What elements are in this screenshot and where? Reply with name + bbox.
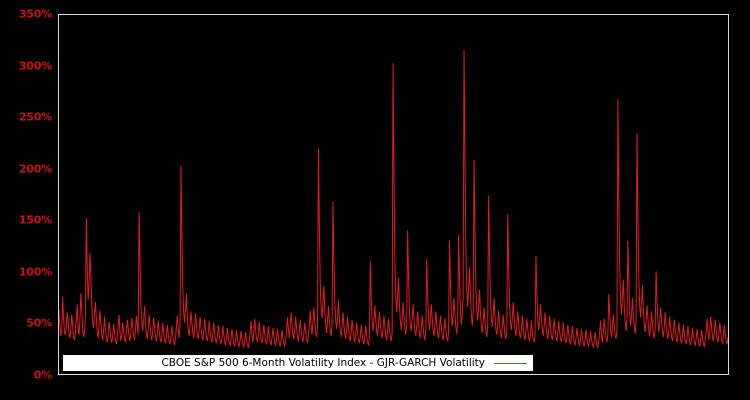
y-tick-label: 100% (18, 265, 52, 279)
series-canvas (59, 15, 728, 374)
line-swatch-icon (494, 362, 527, 364)
legend[interactable]: CBOE S&P 500 6-Month Volatility Index - … (63, 355, 533, 371)
plot-area (58, 14, 729, 375)
y-tick-label: 300% (18, 59, 52, 73)
y-tick-label: 200% (18, 162, 52, 176)
y-axis: 0% 50% 100% 150% 200% 250% 300% 350% (0, 0, 58, 400)
legend-label: CBOE S&P 500 6-Month Volatility Index - … (161, 356, 485, 369)
y-tick-label: 0% (33, 368, 52, 382)
volatility-series-line (59, 50, 728, 347)
y-tick-label: 50% (26, 316, 52, 330)
y-tick-label: 350% (18, 7, 52, 21)
y-tick-label: 150% (18, 213, 52, 227)
y-tick-label: 250% (18, 110, 52, 124)
